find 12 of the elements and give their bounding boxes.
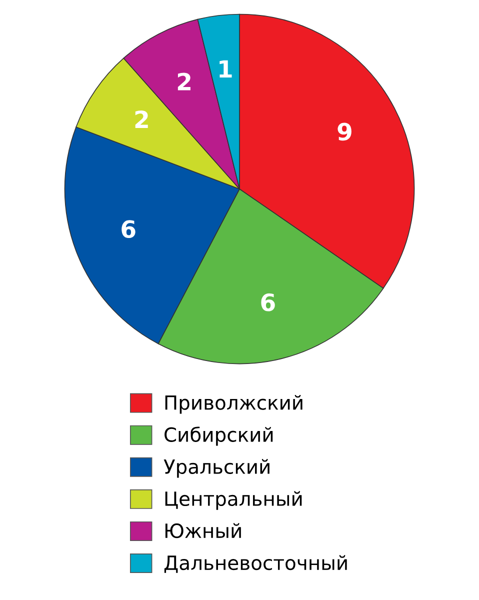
data-label: 6 (261, 293, 275, 312)
data-label: 1 (220, 60, 232, 78)
legend-label: Южный (165, 523, 241, 538)
legend-label: Уральский (164, 459, 270, 478)
legend-label: Дальневосточный (164, 555, 347, 573)
data-label: 2 (178, 72, 190, 90)
legend-label: Сибирский (164, 426, 273, 446)
data-label: 6 (122, 220, 136, 238)
legend-label: Приволжский (165, 394, 302, 414)
legend-label: Центральный (165, 491, 302, 510)
data-label: 9 (338, 122, 352, 141)
data-label: 2 (135, 110, 148, 128)
